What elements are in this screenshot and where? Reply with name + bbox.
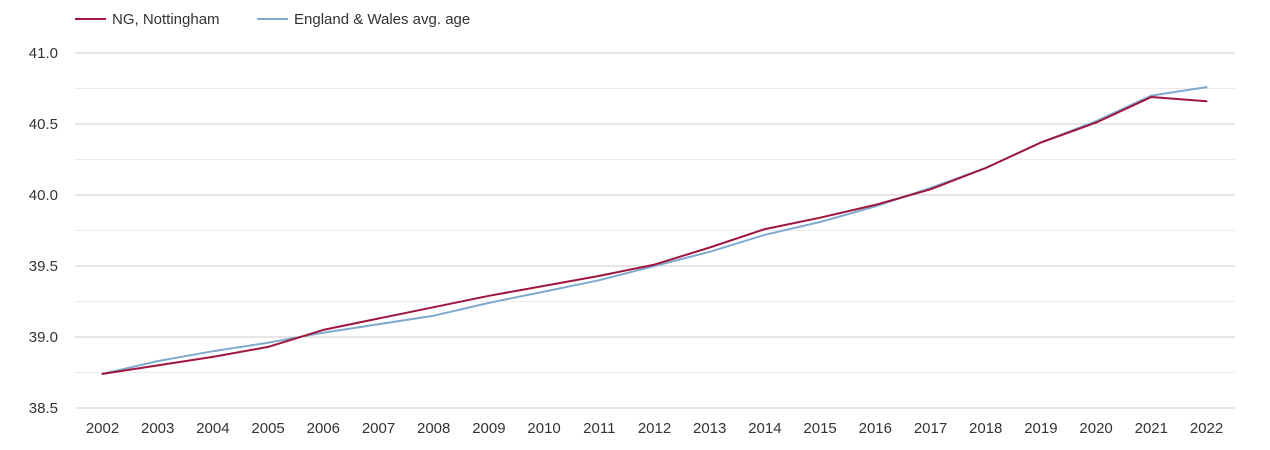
y-tick-label: 40.0 <box>29 187 58 204</box>
x-tick-label: 2011 <box>583 420 615 437</box>
x-tick-label: 2019 <box>1024 420 1057 437</box>
x-tick-label: 2014 <box>748 420 781 437</box>
y-tick-label: 38.5 <box>29 400 58 417</box>
legend: NG, Nottingham England & Wales avg. age <box>75 11 470 28</box>
gridlines <box>75 52 1235 409</box>
x-tick-label: 2007 <box>362 420 395 437</box>
x-tick-label: 2005 <box>251 420 284 437</box>
legend-label-1: England & Wales avg. age <box>294 11 470 28</box>
x-tick-label: 2009 <box>472 420 505 437</box>
x-tick-label: 2017 <box>914 420 947 437</box>
x-tick-label: 2021 <box>1135 420 1168 437</box>
series-lines <box>101 86 1208 375</box>
x-tick-label: 2013 <box>693 420 726 437</box>
x-tick-label: 2003 <box>141 420 174 437</box>
x-tick-label: 2012 <box>638 420 671 437</box>
y-axis-ticks: 41.0 40.5 40.0 39.5 39.0 38.5 <box>29 45 58 417</box>
legend-label-0: NG, Nottingham <box>112 11 220 28</box>
x-tick-label: 2010 <box>527 420 560 437</box>
x-tick-label: 2002 <box>86 420 119 437</box>
x-tick-label: 2018 <box>969 420 1002 437</box>
x-tick-label: 2004 <box>196 420 229 437</box>
y-tick-label: 40.5 <box>29 116 58 133</box>
x-tick-label: 2008 <box>417 420 450 437</box>
x-tick-label: 2016 <box>859 420 892 437</box>
x-tick-label: 2006 <box>307 420 340 437</box>
y-tick-label: 39.0 <box>29 329 58 346</box>
x-tick-label: 2020 <box>1079 420 1112 437</box>
x-tick-label: 2015 <box>803 420 836 437</box>
series-line-0 <box>101 96 1208 375</box>
y-tick-label: 39.5 <box>29 258 58 275</box>
x-tick-label: 2022 <box>1190 420 1223 437</box>
x-axis-ticks: 2002 2003 2004 2005 2006 2007 2008 2009 2010 2011… <box>86 420 1223 437</box>
y-tick-label: 41.0 <box>29 45 58 62</box>
